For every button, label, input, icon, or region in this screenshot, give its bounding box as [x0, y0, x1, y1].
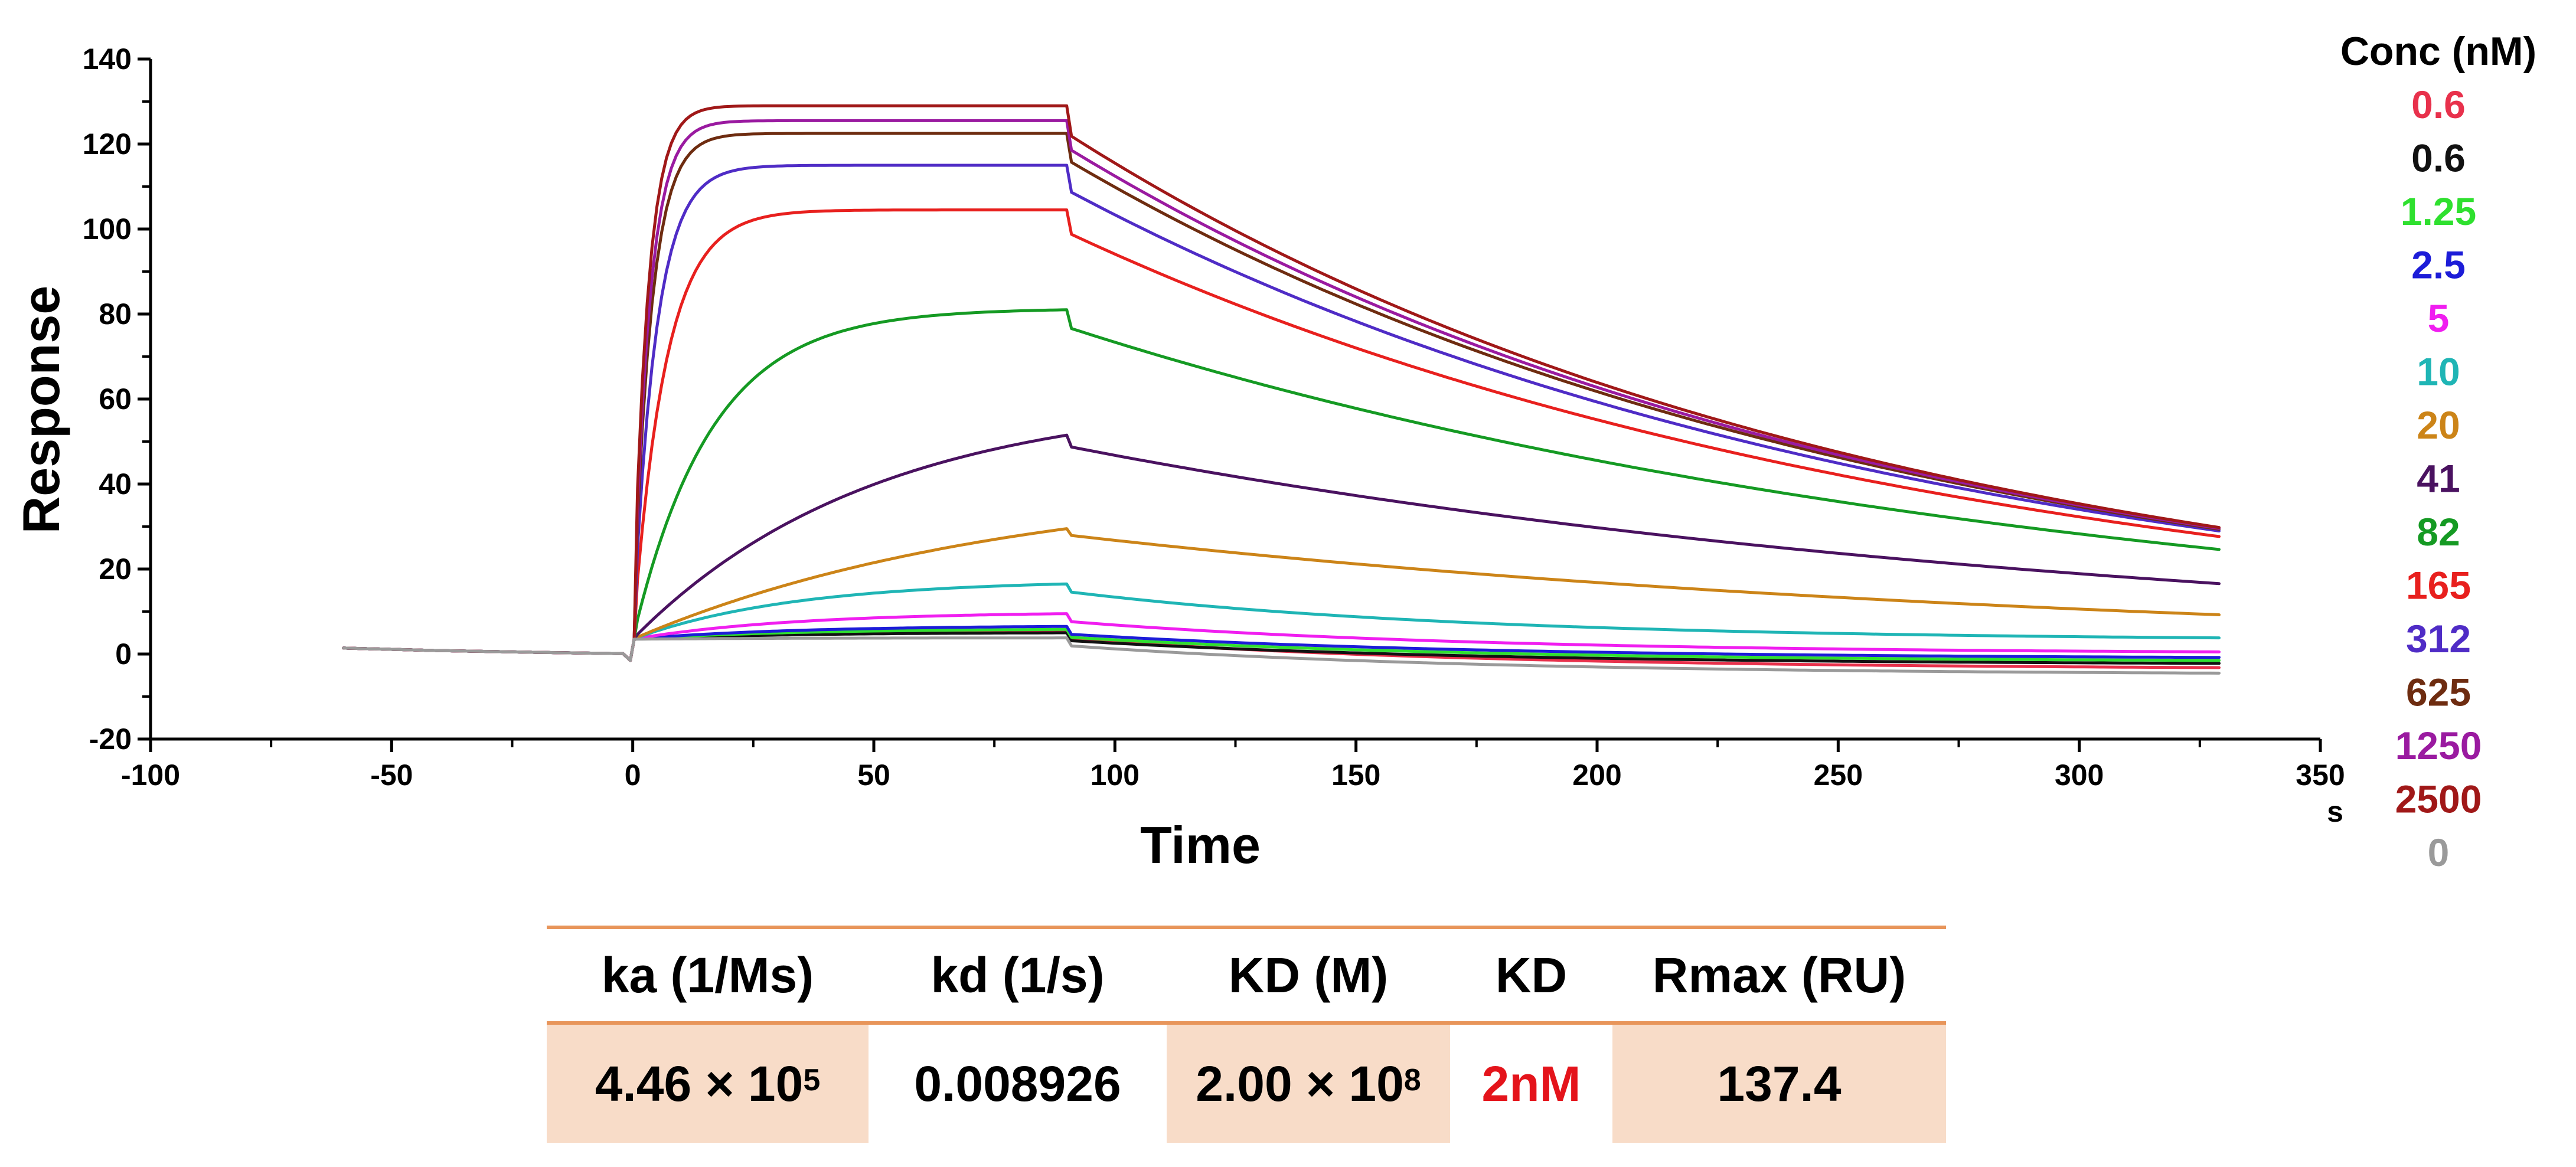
series-curve-11	[342, 132, 2221, 662]
y-tick-label: 140	[83, 43, 132, 76]
legend-entry-5: 10	[2417, 350, 2460, 394]
x-tick-label: 50	[857, 759, 890, 792]
x-tick-label: 150	[1331, 759, 1380, 792]
y-tick-label: 20	[99, 553, 132, 586]
legend-entry-13: 2500	[2395, 777, 2482, 821]
x-tick-label: 250	[1814, 759, 1863, 792]
y-tick-label: 40	[99, 468, 132, 501]
y-tick-label: 80	[99, 298, 132, 331]
y-axis-title: Response	[12, 286, 70, 534]
table-header-rule	[547, 1021, 1946, 1025]
legend-entry-0: 0.6	[2411, 83, 2466, 126]
header-ka: ka (1/Ms)	[601, 947, 814, 1003]
legend-entry-14: 0	[2428, 831, 2450, 874]
y-tick-label: 100	[83, 213, 132, 246]
table-value-row: 4.46 × 10 5 0.008926 2.00 × 10 8 2nM 137.4	[547, 1025, 1946, 1143]
x-tick-label: 300	[2055, 759, 2104, 792]
series-curve-9	[342, 208, 2221, 662]
legend-entry-6: 20	[2417, 403, 2460, 447]
x-axis-unit: s	[2327, 795, 2343, 828]
legend-entry-8: 82	[2417, 510, 2460, 554]
value-kd: 0.008926	[914, 1055, 1121, 1112]
value-ka-exponent: 5	[803, 1063, 821, 1097]
chart-axes: -100 -50 0 50 100 150 200 250 300 350 -20 0 20 40 60 80…	[83, 43, 2345, 792]
legend-entry-11: 625	[2406, 671, 2471, 714]
x-tick-label: 100	[1091, 759, 1140, 792]
series-curve-3	[342, 625, 2221, 662]
series-curve-13	[342, 104, 2221, 662]
header-KD-molar: KD (M)	[1228, 947, 1389, 1003]
value-ka: 4.46 × 10 5	[547, 1025, 869, 1143]
legend-entry-12: 1250	[2395, 724, 2482, 767]
series-curve-12	[342, 119, 2221, 662]
sensorgram-chart: -100 -50 0 50 100 150 200 250 300 350-20020406080…	[12, 29, 2536, 874]
series-curve-14	[342, 636, 2221, 675]
series-curve-6	[342, 527, 2221, 662]
legend-entry-9: 165	[2406, 564, 2471, 607]
value-ka-mantissa: 4.46 × 10	[595, 1055, 804, 1112]
y-tick-label: -20	[89, 723, 132, 756]
legend-entry-7: 41	[2417, 457, 2460, 501]
legend-entry-4: 5	[2428, 296, 2450, 340]
x-tick-label: -100	[121, 759, 180, 792]
x-tick-label: 350	[2296, 759, 2345, 792]
x-tick-label: 0	[625, 759, 641, 792]
x-tick-label: 200	[1572, 759, 1621, 792]
series-curve-7	[342, 433, 2221, 662]
kinetics-table: ka (1/Ms) kd (1/s) KD (M) KD Rmax (RU) 4…	[547, 926, 1946, 1143]
y-tick-label: 0	[115, 638, 132, 671]
legend: Conc (nM) 0.6 0.6 1.25 2.5 5 10 20 41 82 165 312 62…	[2340, 29, 2536, 874]
value-rmax: 137.4	[1612, 1025, 1946, 1143]
table-top-rule	[547, 926, 1946, 929]
table-header-row: ka (1/Ms) kd (1/s) KD (M) KD Rmax (RU)	[547, 929, 1946, 1021]
series-curve-5	[342, 582, 2221, 662]
chart-curves	[342, 104, 2221, 675]
header-kd: kd (1/s)	[931, 947, 1105, 1003]
value-KD-exponent: 8	[1403, 1063, 1421, 1097]
series-curve-10	[342, 164, 2221, 662]
y-tick-label: 60	[99, 383, 132, 416]
legend-entry-1: 0.6	[2411, 136, 2466, 180]
value-KD-molar: 2.00 × 10 8	[1167, 1025, 1450, 1143]
header-KD: KD	[1495, 947, 1568, 1003]
x-tick-label: -50	[370, 759, 413, 792]
series-curve-2	[342, 627, 2221, 662]
x-axis-title: Time	[1140, 816, 1261, 874]
value-KD-nM: 2nM	[1481, 1055, 1581, 1112]
legend-title: Conc (nM)	[2340, 29, 2536, 74]
legend-entry-10: 312	[2406, 617, 2471, 661]
value-KD-mantissa: 2.00 × 10	[1196, 1055, 1404, 1112]
series-curve-1	[342, 631, 2221, 665]
legend-entry-3: 2.5	[2411, 243, 2466, 287]
series-curve-8	[342, 308, 2221, 662]
y-tick-label: 120	[83, 128, 132, 161]
series-curve-4	[342, 612, 2221, 662]
legend-entry-2: 1.25	[2401, 189, 2476, 233]
header-rmax: Rmax (RU)	[1652, 947, 1906, 1003]
